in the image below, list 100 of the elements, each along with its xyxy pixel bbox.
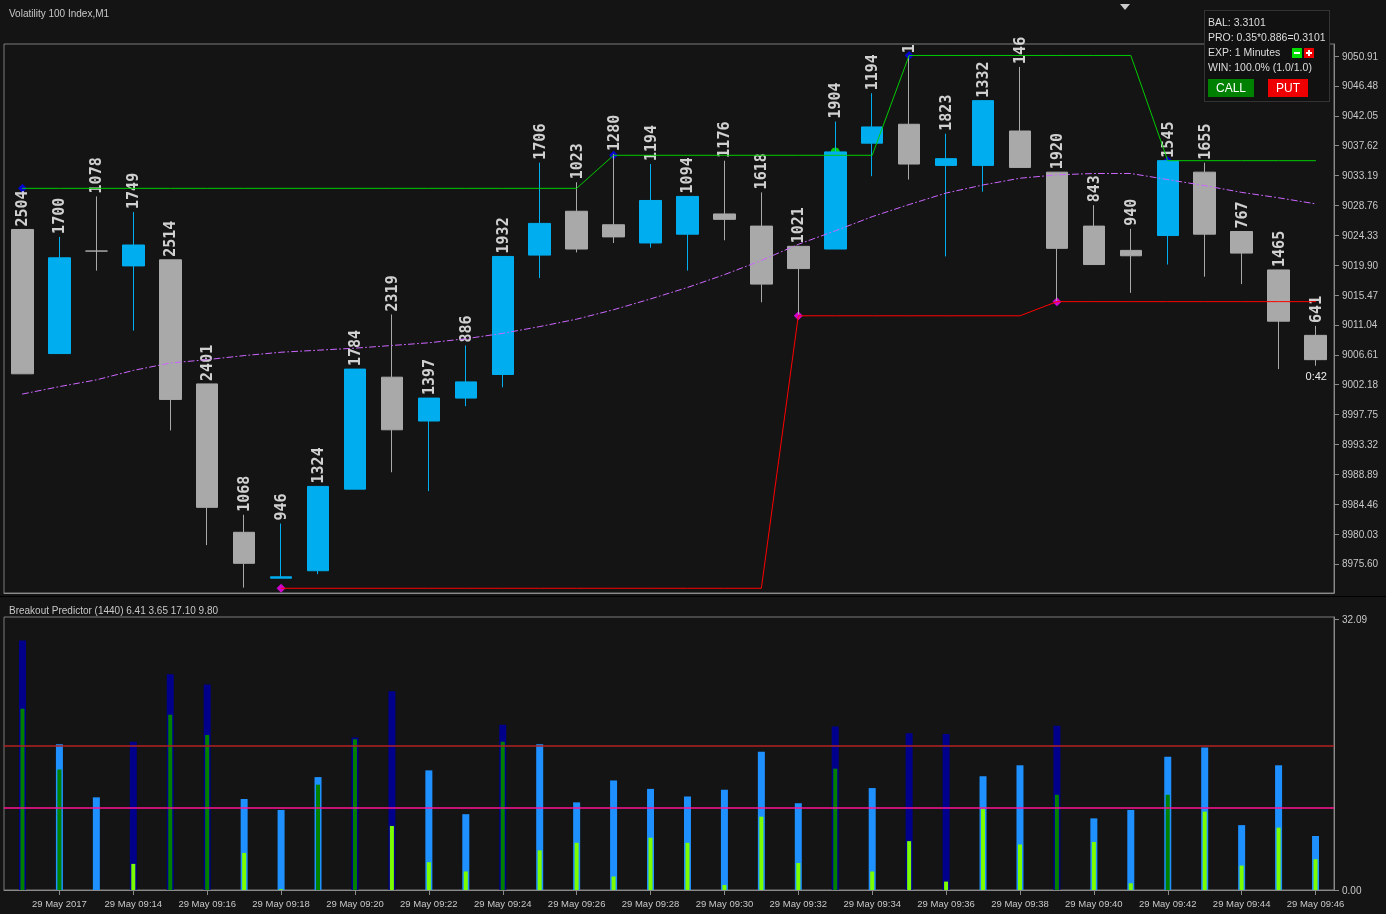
bar xyxy=(316,784,321,890)
bar xyxy=(205,734,210,890)
x-tick-label: 29 May 09:44 xyxy=(1212,897,1271,909)
bar xyxy=(611,876,616,890)
text: 2401 xyxy=(198,344,217,381)
bar xyxy=(1017,844,1022,890)
text: 886 xyxy=(456,315,475,343)
x-tick-label: 29 May 09:36 xyxy=(917,897,975,909)
bar xyxy=(1202,811,1207,890)
text: 767 xyxy=(1232,201,1251,229)
candlestick xyxy=(344,368,366,490)
text: 1618 xyxy=(752,153,771,190)
candlestick xyxy=(418,397,440,492)
candlestick xyxy=(639,163,662,249)
text: 1465 xyxy=(1269,230,1288,267)
candlestick xyxy=(935,133,957,257)
candlestick xyxy=(1267,269,1290,370)
text: 1194 xyxy=(641,124,660,162)
x-tick-label: 29 May 09:32 xyxy=(769,897,828,909)
text: 1823 xyxy=(937,94,956,131)
bar xyxy=(1313,859,1318,890)
text: 1784 xyxy=(345,329,364,367)
bar xyxy=(574,842,579,890)
text: 1749 xyxy=(124,172,143,209)
text: 940 xyxy=(1121,198,1140,226)
candlestick xyxy=(85,195,108,272)
y-tick-label: 9042.05 xyxy=(1342,110,1379,122)
x-tick-label: 29 May 09:16 xyxy=(178,897,236,909)
candlestick xyxy=(1304,325,1327,367)
bar xyxy=(242,852,247,890)
bar xyxy=(944,881,949,890)
text: 1280 xyxy=(604,114,623,151)
text: 1 xyxy=(900,44,919,54)
text: 1397 xyxy=(419,358,438,396)
x-tick-label: 29 May 09:46 xyxy=(1286,897,1345,909)
candlestick xyxy=(270,523,292,579)
y-tick-label: 9033.19 xyxy=(1342,170,1379,182)
bar xyxy=(942,734,950,890)
bar xyxy=(1127,809,1135,890)
text: 1021 xyxy=(789,207,808,244)
annotation: CALL xyxy=(1208,79,1255,97)
candlestick xyxy=(381,313,403,473)
x-tick-label: 29 May 09:28 xyxy=(621,897,680,909)
candlestick xyxy=(528,162,551,279)
bar xyxy=(277,809,285,890)
bar xyxy=(720,789,728,890)
candlestick xyxy=(1083,204,1105,266)
bar xyxy=(610,780,618,890)
x-tick-label: 29 May 09:20 xyxy=(326,897,384,909)
y-tick-label: 8988.89 xyxy=(1342,468,1379,480)
annotation: WIN: 100.0% (1.0/1.0) xyxy=(1208,60,1313,75)
candlestick xyxy=(196,383,218,546)
y-tick-label: 8984.46 xyxy=(1342,498,1379,510)
bar xyxy=(796,863,801,890)
text: 1700 xyxy=(50,197,69,234)
annotation: PUT xyxy=(1268,79,1309,97)
x-tick-label: 29 May 09:34 xyxy=(843,897,901,909)
text: 1920 xyxy=(1047,133,1066,170)
text: PRO: 0.35*0.886=0.3101 xyxy=(1208,30,1326,45)
text: 1904 xyxy=(826,82,845,119)
text: 946 xyxy=(272,493,291,521)
chart-title: Volatility 100 Index,M1 xyxy=(9,7,110,19)
bar xyxy=(1054,794,1059,890)
candlestick xyxy=(565,181,588,253)
y-tick-label: 32.09 xyxy=(1342,614,1368,626)
text: 1023 xyxy=(567,143,586,180)
y-tick-label: 8997.75 xyxy=(1342,409,1379,421)
text: 1706 xyxy=(530,123,549,160)
candlestick xyxy=(824,121,847,250)
y-tick-label: 9015.47 xyxy=(1342,289,1379,301)
text: 1176 xyxy=(715,121,734,158)
y-tick-label: 9002.18 xyxy=(1342,379,1379,391)
bar xyxy=(389,825,394,890)
text: 2319 xyxy=(382,275,401,312)
bar xyxy=(168,714,173,890)
candlestick xyxy=(861,92,883,177)
bar xyxy=(1239,865,1244,890)
bar xyxy=(426,862,431,890)
bar xyxy=(1091,841,1096,890)
chart-title: Breakout Predictor (1440) 6.41 3.65 17.10 9.80 xyxy=(9,604,219,616)
bar xyxy=(759,816,764,890)
text: 146 xyxy=(1010,36,1029,64)
bar xyxy=(92,797,100,890)
text: 641 xyxy=(1306,295,1325,323)
candlestick xyxy=(11,228,34,375)
x-tick-label: 29 May 09:24 xyxy=(473,897,532,909)
y-tick-label: 8980.03 xyxy=(1342,528,1379,540)
bar xyxy=(1276,827,1281,890)
candlestick xyxy=(713,160,736,241)
y-tick-label: 9050.91 xyxy=(1342,50,1379,62)
bar xyxy=(722,884,727,890)
x-tick-label: 29 May 09:14 xyxy=(104,897,163,909)
x-tick-label: 29 May 09:40 xyxy=(1065,897,1123,909)
bar xyxy=(131,863,136,890)
bar xyxy=(1165,794,1170,890)
y-tick-label: 9011.04 xyxy=(1342,319,1378,331)
text: 2504 xyxy=(13,190,32,227)
candlestick xyxy=(307,485,329,575)
candlestick xyxy=(750,191,773,303)
bar xyxy=(981,809,986,890)
